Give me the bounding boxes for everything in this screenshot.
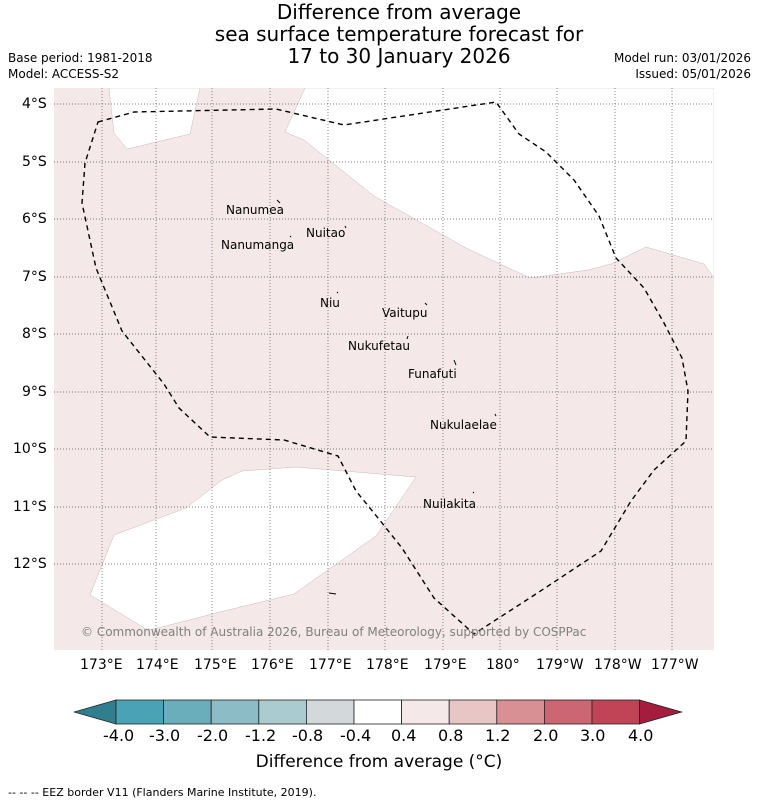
island-mark-nuilakita [472,491,475,494]
island-mark-vaitupu [424,302,428,306]
colorbar-tick-0-8: 0.8 [438,726,464,745]
colorbar-segment [163,699,212,725]
lon-label-179e: 179°E [424,657,467,673]
island-label-nukulaelae: Nukulaelae [430,418,497,432]
lon-label-177e: 177°E [309,657,352,673]
lat-label-12s: 12°S [13,556,47,572]
island-mark-funafuti [453,359,457,366]
colorbar-segment [448,699,498,725]
neutral-region-north-west [108,88,201,150]
colorbar-tick-4: 4.0 [628,726,654,745]
colorbar-segment [591,699,640,725]
island-label-funafuti: Funafuti [408,367,457,381]
island-label-nanumanga: Nanumanga [221,238,294,252]
copyright-notice: © Commonwealth of Australia 2026, Bureau… [81,625,586,639]
title-line-1: Difference from average [276,0,522,24]
colorbar-segment [258,699,307,725]
colorbar-tick-3: 3.0 [580,726,606,745]
colorbar-tick-neg0-4: -0.4 [340,726,372,745]
island-mark-nanumanga [289,235,292,238]
island-label-niu: Niu [320,296,340,310]
lon-label-173e: 173°E [80,657,123,673]
island-mark-nukufetau [406,335,409,340]
title-line-3: 17 to 30 January 2026 [287,44,511,68]
island-label-nuitao: Nuitao [306,226,345,240]
lat-label-7s: 7°S [22,269,47,285]
island-label-vaitupu: Vaitupu [382,306,428,320]
island-label-nanumea: Nanumea [226,203,284,217]
lat-label-10s: 10°S [13,441,47,457]
lon-label-179w: 179°W [536,657,584,673]
island-marks [276,199,497,595]
colorbar-segment [401,699,450,725]
island-mark-nuitao [344,225,347,229]
colorbar-tick-neg2: -2.0 [197,726,229,745]
island-mark-nanumea [276,199,281,204]
model-run: Model run: 03/01/2026 [613,51,751,65]
neutral-region-south [89,466,417,630]
colorbar-segment [305,699,355,725]
lat-label-4s: 4°S [22,96,47,112]
colorbar-tick-0-4: 0.4 [391,726,417,745]
lon-label-180: 180° [486,657,520,673]
colorbar [74,699,684,725]
island-mark-niu [336,291,339,294]
colorbar-tick-neg1-2: -1.2 [245,726,277,745]
colorbar-arrow-high [639,699,684,725]
lat-label-5s: 5°S [22,154,47,170]
base-period: Base period: 1981-2018 [8,51,153,65]
island-label-nuilakita: Nuilakita [423,497,476,511]
lon-label-174e: 174°E [136,657,179,673]
lat-label-6s: 6°S [22,211,47,227]
lon-label-178w: 178°W [594,657,642,673]
colorbar-tick-2: 2.0 [533,726,559,745]
issued-date: Issued: 05/01/2026 [635,67,751,81]
lon-label-178e: 178°E [366,657,409,673]
colorbar-segment [543,699,593,725]
title-line-2: sea surface temperature forecast for [214,22,584,46]
grid-lines [54,88,714,650]
colorbar-tick-neg4: -4.0 [103,726,135,745]
lat-label-11s: 11°S [13,499,47,515]
colorbar-tick-neg0-8: -0.8 [292,726,324,745]
lon-label-177w: 177°W [651,657,699,673]
colorbar-label: Difference from average (°C) [255,752,503,772]
lat-label-9s: 9°S [22,384,47,400]
colorbar-tick-neg3: -3.0 [149,726,181,745]
neutral-region-north [284,88,714,279]
colorbar-tick-1-2: 1.2 [485,726,511,745]
lon-label-176e: 176°E [251,657,294,673]
eez-legend-footer: -- -- -- EEZ border V11 (Flanders Marine… [8,786,317,799]
island-label-nukufetau: Nukufetau [348,339,410,353]
map-panel: Nanumea Nuitao Nanumanga Niu Vaitupu Nuk… [54,88,714,650]
island-mark-small-south [328,592,337,595]
lon-label-175e: 175°E [194,657,237,673]
eez-border [81,101,689,635]
colorbar-segment [210,699,260,725]
colorbar-segment [353,699,402,725]
island-mark-nukulaelae [494,413,497,417]
model-name: Model: ACCESS-S2 [8,67,120,81]
colorbar-segment [115,699,164,725]
colorbar-segment [496,699,545,725]
lat-label-8s: 8°S [22,326,47,342]
colorbar-arrow-low [74,699,117,725]
